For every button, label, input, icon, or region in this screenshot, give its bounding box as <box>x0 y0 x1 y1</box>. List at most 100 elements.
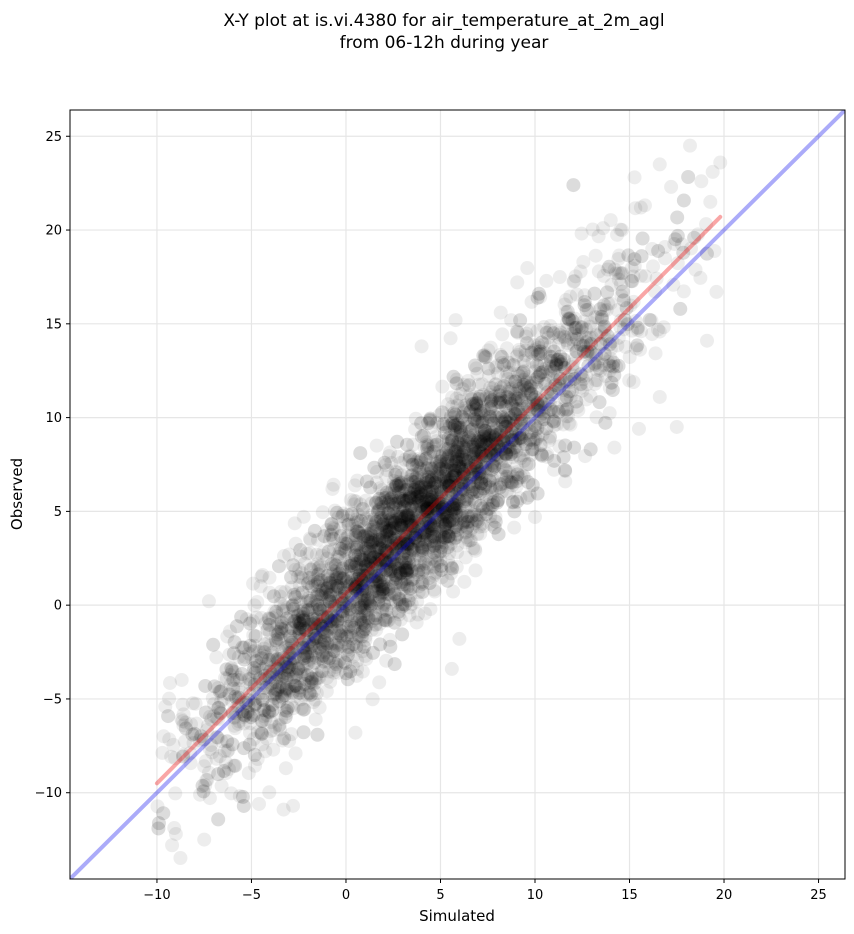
scatter-point <box>286 637 301 652</box>
scatter-point <box>254 610 269 625</box>
scatter-point <box>451 452 466 467</box>
scatter-point <box>414 562 429 577</box>
scatter-point <box>527 423 542 438</box>
scatter-point <box>458 401 473 416</box>
scatter-point <box>561 409 576 424</box>
scatter-point <box>359 544 374 559</box>
scatter-point <box>451 449 466 464</box>
scatter-point <box>552 270 567 285</box>
scatter-point <box>168 786 183 801</box>
scatter-point <box>308 675 323 690</box>
scatter-point <box>375 582 390 597</box>
scatter-point <box>299 595 314 610</box>
scatter-point <box>433 524 448 539</box>
scatter-point <box>338 539 353 554</box>
scatter-point <box>484 482 499 497</box>
scatter-point <box>290 621 305 636</box>
scatter-point <box>432 539 447 554</box>
scatter-point <box>245 651 260 666</box>
points-layer <box>150 138 728 866</box>
scatter-point <box>484 435 499 450</box>
scatter-point <box>371 572 386 587</box>
scatter-point <box>408 411 423 426</box>
scatter-point <box>591 264 606 279</box>
scatter-point <box>453 482 468 497</box>
scatter-point <box>442 421 457 436</box>
scatter-point <box>375 579 390 594</box>
scatter-point <box>225 664 240 679</box>
scatter-point <box>388 556 403 571</box>
scatter-point <box>211 712 226 727</box>
scatter-point <box>397 483 412 498</box>
scatter-point <box>469 361 484 376</box>
scatter-point <box>205 691 220 706</box>
scatter-point <box>540 449 555 464</box>
scatter-point <box>212 684 227 699</box>
scatter-point <box>363 598 378 613</box>
scatter-point <box>443 438 458 453</box>
scatter-point <box>346 637 361 652</box>
scatter-point <box>285 651 300 666</box>
scatter-point <box>287 679 302 694</box>
scatter-point <box>374 513 389 528</box>
scatter-point <box>537 336 552 351</box>
scatter-point <box>403 489 418 504</box>
scatter-point <box>526 436 541 451</box>
scatter-point <box>444 491 459 506</box>
scatter-point <box>401 561 416 576</box>
scatter-point <box>403 517 418 532</box>
scatter-point <box>345 555 360 570</box>
scatter-point <box>683 138 697 153</box>
scatter-point <box>318 625 333 640</box>
scatter-point <box>332 541 347 556</box>
scatter-point <box>285 684 300 699</box>
scatter-point <box>417 554 432 569</box>
scatter-point <box>558 305 573 320</box>
scatter-point <box>448 480 463 495</box>
scatter-point <box>313 634 328 649</box>
scatter-point <box>408 521 423 536</box>
scatter-point <box>176 707 191 722</box>
scatter-point <box>395 563 410 578</box>
scatter-point <box>327 503 342 518</box>
scatter-point <box>197 832 212 847</box>
scatter-point <box>495 355 510 370</box>
scatter-point <box>241 766 256 781</box>
scatter-point <box>316 639 331 654</box>
scatter-point <box>410 516 425 531</box>
scatter-point <box>578 449 593 464</box>
scatter-point <box>369 532 384 547</box>
scatter-point <box>371 568 386 583</box>
scatter-point <box>411 563 426 578</box>
scatter-point <box>652 324 667 339</box>
scatter-point <box>197 759 212 774</box>
scatter-point <box>440 452 455 467</box>
scatter-point <box>295 609 310 624</box>
scatter-point <box>514 366 529 381</box>
x-tick-label: 25 <box>810 888 827 903</box>
scatter-point <box>517 371 532 386</box>
scatter-point <box>434 454 449 469</box>
scatter-point <box>436 469 451 484</box>
scatter-point <box>551 378 566 393</box>
scatter-point <box>421 458 436 473</box>
scatter-point <box>370 600 385 615</box>
scatter-point <box>472 445 487 460</box>
scatter-point <box>446 584 461 599</box>
scatter-point <box>577 298 592 313</box>
scatter-point <box>277 731 292 746</box>
scatter-point <box>360 529 375 544</box>
scatter-point <box>400 507 415 522</box>
scatter-point <box>269 604 284 619</box>
scatter-point <box>469 447 484 462</box>
scatter-point <box>317 625 332 640</box>
scatter-point <box>259 658 274 673</box>
scatter-point <box>192 733 207 748</box>
scatter-point <box>384 588 399 603</box>
scatter-point <box>493 305 508 320</box>
scatter-point <box>475 516 490 531</box>
scatter-point <box>513 491 528 506</box>
scatter-point <box>395 520 410 535</box>
scatter-point <box>418 512 433 527</box>
scatter-point <box>375 582 390 597</box>
